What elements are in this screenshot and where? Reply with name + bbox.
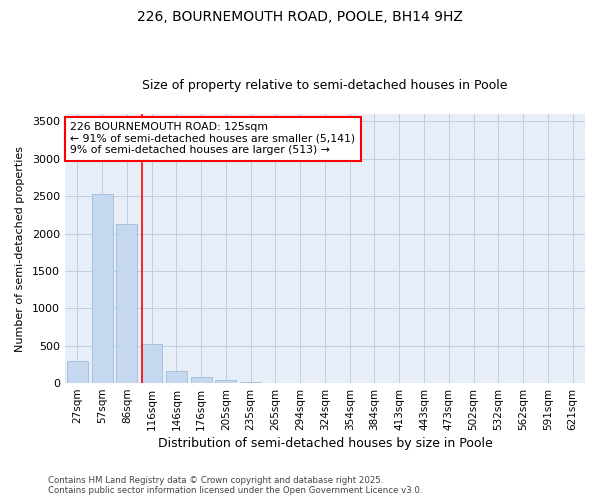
Bar	[67, 360, 88, 383]
Bar	[240, 382, 261, 383]
Bar	[92, 194, 113, 383]
Text: 226, BOURNEMOUTH ROAD, POOLE, BH14 9HZ: 226, BOURNEMOUTH ROAD, POOLE, BH14 9HZ	[137, 10, 463, 24]
Title: Size of property relative to semi-detached houses in Poole: Size of property relative to semi-detach…	[142, 79, 508, 92]
Bar	[191, 378, 212, 383]
Bar	[141, 344, 162, 383]
Text: Contains HM Land Registry data © Crown copyright and database right 2025.
Contai: Contains HM Land Registry data © Crown c…	[48, 476, 422, 495]
Y-axis label: Number of semi-detached properties: Number of semi-detached properties	[15, 146, 25, 352]
Bar	[215, 380, 236, 383]
Text: 226 BOURNEMOUTH ROAD: 125sqm
← 91% of semi-detached houses are smaller (5,141)
9: 226 BOURNEMOUTH ROAD: 125sqm ← 91% of se…	[70, 122, 355, 156]
X-axis label: Distribution of semi-detached houses by size in Poole: Distribution of semi-detached houses by …	[158, 437, 493, 450]
Bar	[116, 224, 137, 383]
Bar	[166, 372, 187, 383]
